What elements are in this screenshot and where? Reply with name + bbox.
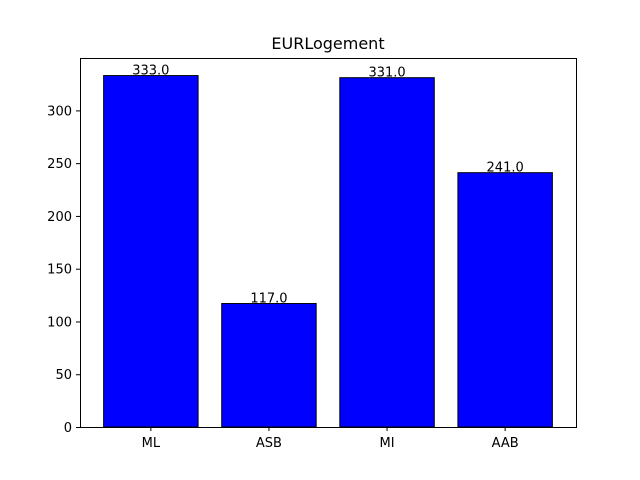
y-tick-label: 50 [55, 368, 72, 383]
y-tick-label: 250 [47, 157, 72, 172]
y-tick-label: 200 [47, 210, 72, 225]
plot-frame [80, 58, 577, 428]
data-label-asb: 117.0 [250, 292, 287, 307]
y-tick-label: 0 [64, 421, 72, 436]
data-label-mi: 331.0 [368, 66, 405, 81]
data-label-ml: 333.0 [132, 64, 169, 79]
y-tick-label: 300 [47, 104, 72, 119]
y-tick-label: 100 [47, 315, 72, 330]
y-tick-label: 150 [47, 263, 72, 278]
bar-ml [103, 75, 199, 428]
chart-title: EURLogement [271, 34, 384, 53]
x-axis: ML ASB MI AAB [142, 427, 519, 451]
bar-asb [221, 303, 317, 428]
x-tick-label-mi: MI [380, 436, 395, 451]
x-tick-label-asb: ASB [256, 436, 282, 451]
x-tick-label-ml: ML [142, 436, 161, 451]
data-labels-layer: 333.0 117.0 331.0 241.0 [132, 64, 524, 307]
data-label-aab: 241.0 [487, 161, 524, 176]
y-axis: 0 50 100 150 200 250 300 [47, 104, 80, 436]
bar-mi [339, 77, 435, 428]
x-tick-label-aab: AAB [492, 436, 519, 451]
bars-layer [103, 75, 553, 428]
bar-aab [457, 172, 553, 428]
